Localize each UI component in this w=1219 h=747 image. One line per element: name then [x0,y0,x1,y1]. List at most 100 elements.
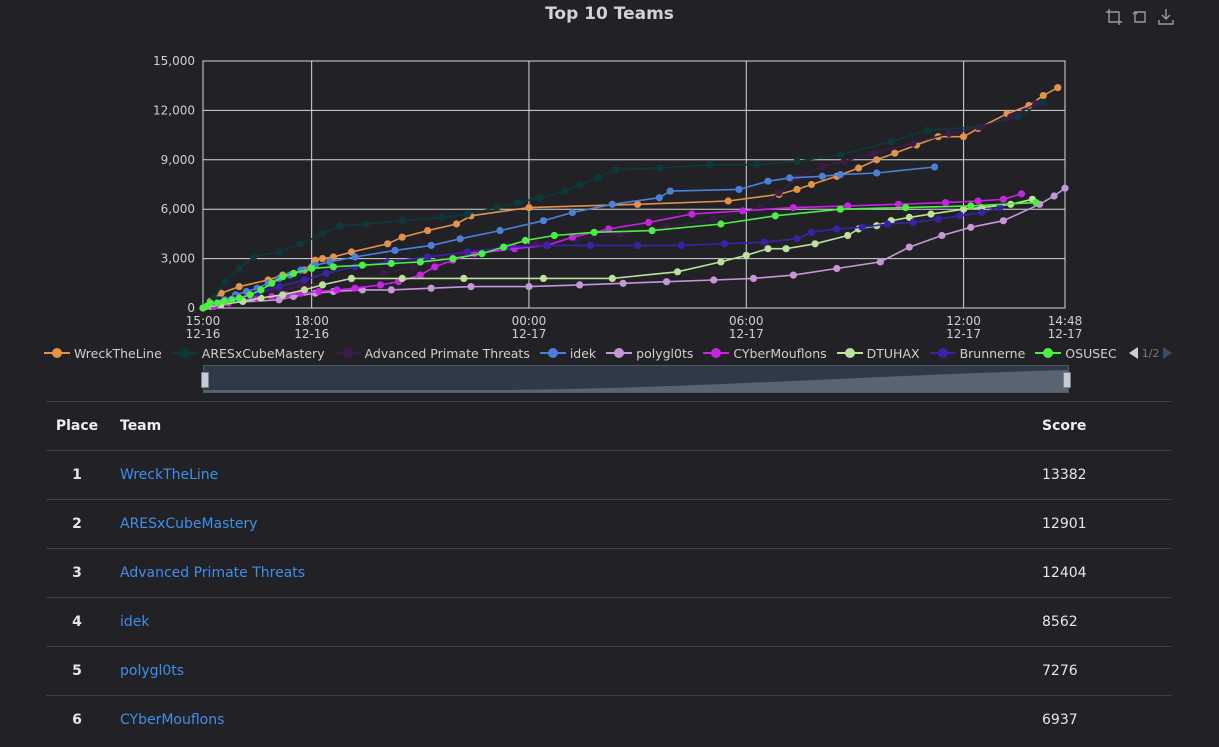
data-point[interactable] [782,245,790,253]
data-point[interactable] [478,250,486,258]
data-point[interactable] [742,251,750,259]
data-point[interactable] [391,246,399,254]
data-point[interactable] [297,240,305,248]
data-point[interactable] [807,228,816,236]
data-point[interactable] [347,248,356,256]
zoom-reset-icon[interactable] [1131,8,1149,26]
data-point[interactable] [409,263,417,271]
data-point[interactable] [974,197,982,205]
data-point[interactable] [337,222,345,230]
data-point[interactable] [927,210,935,218]
data-point[interactable] [923,126,932,134]
data-point[interactable] [807,180,816,189]
data-point[interactable] [818,162,826,170]
data-point[interactable] [329,263,337,271]
data-point[interactable] [655,194,664,202]
data-point[interactable] [315,287,323,296]
data-point[interactable] [424,227,432,235]
data-point[interactable] [275,283,283,291]
data-point[interactable] [873,156,881,164]
team-link[interactable]: Advanced Primate Threats [120,565,306,581]
data-point[interactable] [568,233,577,241]
zoom-end-handle[interactable] [1063,372,1071,388]
legend-item[interactable]: Brunnerne [929,346,1025,361]
data-point[interactable] [576,281,584,289]
data-point[interactable] [279,291,287,299]
data-point[interactable] [771,212,779,220]
data-point[interactable] [213,299,222,307]
legend-prev-arrow[interactable] [1128,347,1138,359]
data-point[interactable] [351,284,359,292]
data-point[interactable] [521,236,529,245]
data-point[interactable] [760,238,769,246]
data-point[interactable] [550,231,558,240]
data-point[interactable] [666,187,674,195]
data-point[interactable] [634,241,642,249]
data-point[interactable] [427,284,435,292]
data-point[interactable] [318,230,327,238]
data-point[interactable] [206,299,214,307]
data-point[interactable] [644,218,653,226]
data-point[interactable] [235,283,243,291]
data-point[interactable] [217,289,225,297]
data-point[interactable] [351,263,359,271]
data-point[interactable] [967,202,975,210]
data-point[interactable] [1039,98,1047,106]
data-point[interactable] [934,215,942,223]
data-point[interactable] [891,149,899,157]
data-point[interactable] [463,248,471,256]
data-point[interactable] [387,259,395,268]
data-point[interactable] [221,297,229,305]
data-point[interactable] [210,294,218,302]
data-point[interactable] [228,296,236,304]
data-point[interactable] [235,294,243,302]
data-point[interactable] [246,291,254,299]
data-point[interactable] [673,268,682,276]
data-point[interactable] [539,274,548,282]
data-point[interactable] [996,204,1004,212]
data-point[interactable] [894,200,903,208]
zoom-start-handle[interactable] [201,372,209,388]
data-point[interactable] [539,217,548,225]
data-point[interactable] [789,204,798,212]
data-point[interactable] [1014,113,1022,121]
data-point[interactable] [605,225,613,233]
legend-item[interactable]: WreckTheLine [44,346,162,361]
legend-item[interactable]: idek [539,346,596,361]
data-point[interactable] [398,233,406,241]
data-point[interactable] [387,286,395,294]
data-point[interactable] [416,271,424,279]
data-point[interactable] [858,223,866,231]
data-point[interactable] [999,217,1008,225]
legend-item[interactable]: OSUSEC [1035,346,1117,361]
data-point[interactable] [717,258,725,266]
data-point[interactable] [724,197,732,205]
data-point[interactable] [380,269,388,277]
data-point[interactable] [536,194,544,202]
data-point[interactable] [836,171,845,179]
data-point[interactable] [717,220,725,228]
data-point[interactable] [1061,184,1069,192]
data-point[interactable] [775,189,783,197]
data-point[interactable] [648,227,656,235]
data-point[interactable] [514,199,522,207]
data-point[interactable] [909,218,917,226]
data-point[interactable] [945,129,953,138]
data-point[interactable] [739,207,747,215]
data-point[interactable] [840,157,848,165]
data-point[interactable] [1054,84,1062,92]
data-point[interactable] [416,258,424,266]
data-point[interactable] [300,276,308,284]
team-link[interactable]: polygl0ts [120,663,185,679]
data-point[interactable] [909,139,917,147]
data-point[interactable] [384,240,392,248]
data-point[interactable] [905,243,913,251]
data-point[interactable] [424,253,432,261]
team-link[interactable]: ARESxCubeMastery [120,516,258,532]
legend-item[interactable]: CYberMouflons [703,346,827,361]
data-point[interactable] [833,225,841,233]
data-point[interactable] [452,220,461,228]
data-point[interactable] [586,241,595,249]
data-point[interactable] [1032,199,1040,207]
data-point[interactable] [941,199,950,207]
